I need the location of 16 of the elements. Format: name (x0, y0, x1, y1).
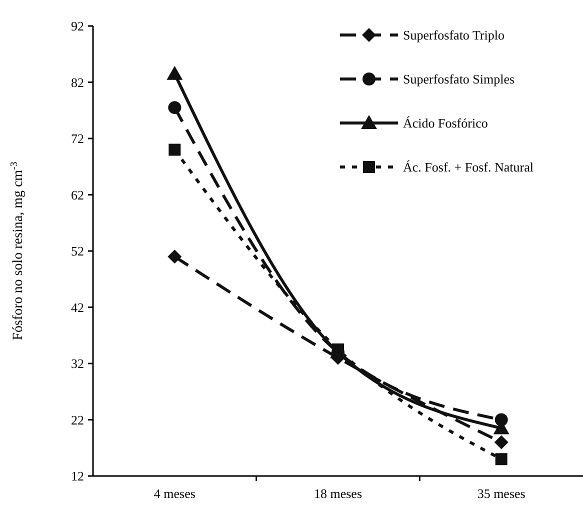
legend-label: Ác. Fosf. + Fosf. Natural (403, 160, 534, 175)
y-tick-label: 22 (71, 412, 84, 428)
legend-label: Superfosfato Simples (403, 72, 515, 87)
y-tick-label: 12 (71, 468, 84, 484)
y-tick-label: 82 (71, 74, 84, 90)
x-tick-label: 4 meses (154, 486, 196, 501)
y-tick-label: 32 (71, 356, 84, 372)
y-tick-label: 42 (71, 300, 84, 315)
legend-label: Superfosfato Triplo (403, 28, 504, 43)
x-tick-label: 18 meses (314, 486, 362, 501)
y-tick-label: 62 (71, 187, 84, 202)
y-tick-label: 52 (71, 244, 84, 259)
legend-label: Ácido Fosfórico (403, 116, 488, 131)
x-tick-label: 35 meses (477, 486, 526, 501)
y-tick-label: 92 (71, 18, 84, 34)
y-tick-label: 72 (71, 131, 84, 146)
